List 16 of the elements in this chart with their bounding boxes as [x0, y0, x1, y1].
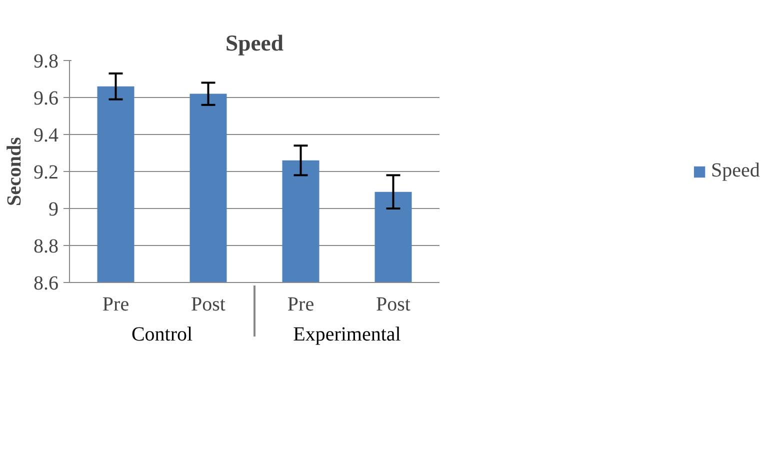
legend-label: Speed — [711, 160, 760, 182]
y-tick-label: 8.8 — [34, 236, 58, 258]
y-tick-label: 9 — [48, 198, 58, 220]
text: Experimental — [293, 324, 402, 346]
x-tick-label: Pre — [102, 294, 130, 316]
x-tick-label: Post — [191, 294, 226, 316]
y-tick-label: 8.6 — [34, 272, 58, 294]
y-tick-label: 9.8 — [34, 50, 58, 72]
y-tick-label: 9.6 — [34, 88, 58, 110]
y-tick-label: 9.4 — [34, 124, 58, 146]
chart-title: Speed — [226, 30, 284, 56]
y-tick-label: 9.2 — [34, 162, 58, 184]
text: Control — [131, 324, 193, 346]
x-tick-label: Pre — [287, 294, 314, 316]
x-tick-label: Post — [376, 294, 411, 316]
y-axis-title: Seconds — [4, 136, 26, 206]
